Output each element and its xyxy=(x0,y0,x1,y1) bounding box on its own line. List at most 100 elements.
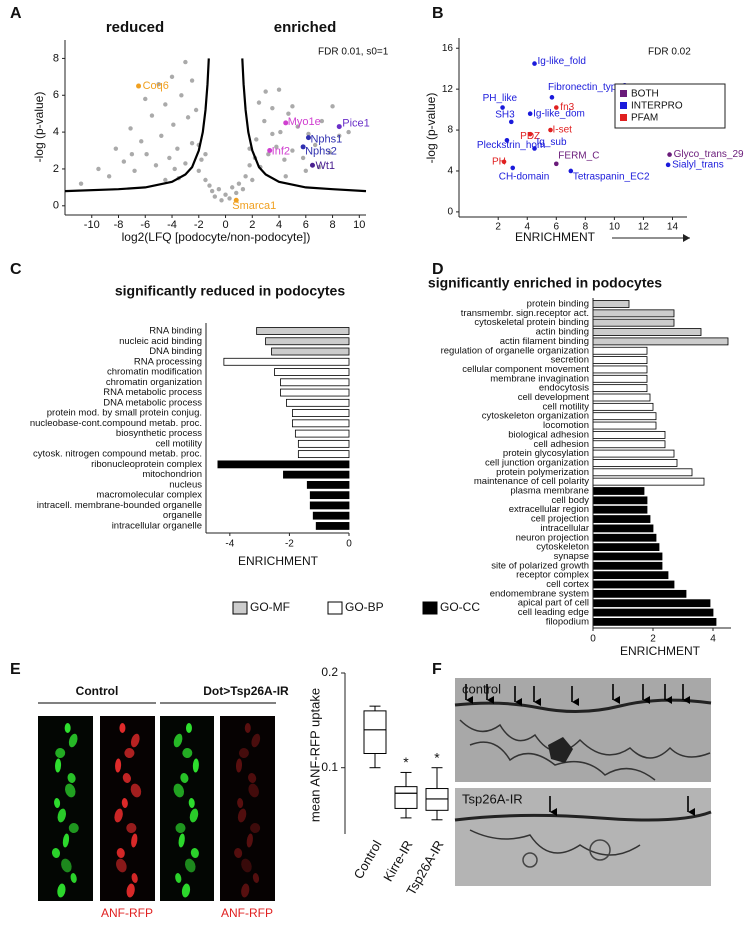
cell-signal xyxy=(131,833,138,848)
category-label: locomotion xyxy=(543,420,589,431)
category-label: receptor complex xyxy=(516,570,589,581)
x-axis-label: ENRICHMENT xyxy=(620,644,701,658)
x-axis-label: log2(LFQ [podocyte/non-podocyte]) xyxy=(122,230,311,244)
cell-signal xyxy=(70,873,77,883)
point xyxy=(316,164,322,170)
category-label: biological adhesion xyxy=(508,429,589,440)
y-tick-label: 2 xyxy=(53,163,59,175)
x-tick-label: 0 xyxy=(590,634,596,645)
point-label: PH_like xyxy=(483,93,518,104)
point-label: Coq6 xyxy=(143,80,169,92)
y-tick-label: 8 xyxy=(53,52,59,64)
image-red xyxy=(100,716,155,901)
x-tick-label: 14 xyxy=(667,222,679,233)
labeled-point xyxy=(136,83,142,89)
bar xyxy=(306,480,350,489)
chart-title: significantly reduced in podocytes xyxy=(115,283,345,299)
category-label: maintenance of cell polarity xyxy=(474,476,589,487)
labeled-point xyxy=(527,111,533,116)
cell-signal xyxy=(237,808,247,823)
point xyxy=(306,131,311,137)
point xyxy=(203,177,208,183)
point xyxy=(290,104,295,109)
bar xyxy=(271,347,350,356)
labeled-point xyxy=(532,61,537,66)
cell-signal xyxy=(175,823,186,833)
point xyxy=(159,133,164,138)
bar xyxy=(283,470,350,479)
point xyxy=(276,87,282,92)
legend-box xyxy=(614,83,726,129)
category-label: transmembr. sign.receptor act. xyxy=(461,308,589,319)
point xyxy=(156,82,161,87)
point xyxy=(139,139,144,144)
category-label: regulation of organelle organization xyxy=(441,345,589,356)
point xyxy=(283,174,288,179)
point xyxy=(209,188,215,194)
cell-signal xyxy=(61,858,72,873)
point xyxy=(312,142,318,148)
cell-signal xyxy=(182,748,193,758)
bar xyxy=(309,491,350,500)
microscopy-images: E Control Dot>Tsp26A-IR ANF-RFP ANF-RFP xyxy=(10,661,289,920)
labeled-point xyxy=(553,161,559,167)
category-label: filopodium xyxy=(546,616,589,627)
y-tick-label: 0 xyxy=(447,207,453,218)
x-tick-label: 6 xyxy=(554,222,560,233)
x-axis-label: ENRICHMENT xyxy=(238,554,319,568)
bar xyxy=(592,543,660,551)
point xyxy=(132,168,137,173)
cell-signal xyxy=(124,748,135,758)
labeled-point xyxy=(309,162,315,168)
bar xyxy=(256,327,350,335)
cell-signal xyxy=(68,823,79,833)
cell-signal xyxy=(246,833,253,848)
threshold-curve xyxy=(241,58,367,193)
point-label: Fibronectin_type3 xyxy=(548,82,628,93)
bar xyxy=(592,421,657,430)
x-tick-label: 4 xyxy=(276,219,282,231)
category-label: cell adhesion xyxy=(534,439,589,450)
labeled-point xyxy=(532,146,537,151)
point xyxy=(144,152,149,157)
bar xyxy=(592,599,711,608)
legend-label: BOTH xyxy=(631,89,659,100)
category-label: plasma membrane xyxy=(510,486,589,497)
point xyxy=(179,93,184,98)
cell-signal xyxy=(237,798,244,808)
point xyxy=(223,192,228,197)
category-label: synapse xyxy=(554,551,589,562)
point xyxy=(163,177,168,183)
y-tick-label: 8 xyxy=(447,125,453,136)
category-label: endomembrane system xyxy=(490,588,589,599)
cell-signal xyxy=(116,858,127,873)
x-tick-label: 4 xyxy=(524,222,530,233)
category-label: nucleic acid binding xyxy=(119,336,202,347)
bar xyxy=(592,393,651,402)
point xyxy=(172,166,177,172)
cell-signal xyxy=(185,723,192,733)
panel-letter: D xyxy=(432,261,444,278)
box xyxy=(363,710,387,754)
point-label: Ig-like_dom xyxy=(533,108,585,119)
point xyxy=(96,166,101,172)
cell-signal xyxy=(116,848,125,858)
x-tick-label: 2 xyxy=(249,219,255,231)
y-tick-label: 4 xyxy=(447,166,453,177)
point xyxy=(266,152,271,157)
category-label: protein mod. by small protein conjug. xyxy=(47,408,202,419)
bar xyxy=(309,501,350,510)
category-label: cellular component movement xyxy=(462,364,589,375)
point-label: Nphs2 xyxy=(305,146,337,158)
point xyxy=(270,131,275,137)
point xyxy=(256,100,262,105)
cell-signal xyxy=(55,758,62,773)
cell-signal xyxy=(51,848,61,858)
point xyxy=(78,181,84,186)
bar xyxy=(592,524,654,533)
point-label: Wt1 xyxy=(315,160,335,172)
cell-signal xyxy=(234,848,243,858)
cell-signal xyxy=(252,873,260,883)
annotation: FDR 0.01, s0=1 xyxy=(318,47,389,58)
